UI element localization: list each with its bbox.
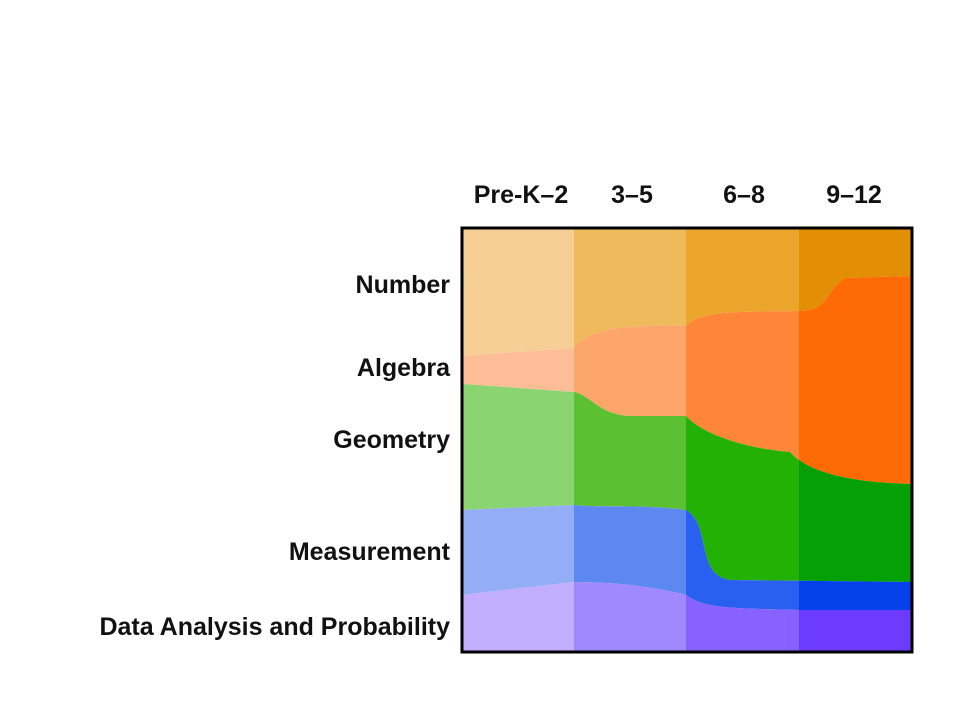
column-label-3-5: 3–5 xyxy=(611,181,653,209)
strand-band-measurement-grade-0 xyxy=(462,505,574,595)
row-label-data-analysis: Data Analysis and Probability xyxy=(99,613,450,641)
row-label-measurement: Measurement xyxy=(288,538,450,566)
diagram-frame xyxy=(460,226,914,654)
strand-band-measurement-grade-2 xyxy=(686,510,799,610)
column-label-9-12: 9–12 xyxy=(826,181,882,209)
strand-band-number-grade-2 xyxy=(686,228,799,326)
column-label-6-8: 6–8 xyxy=(723,181,765,209)
strand-band-geometry-grade-0 xyxy=(462,384,574,510)
strand-band-number xyxy=(462,228,912,356)
strand-bands xyxy=(462,228,912,652)
strand-band-geometry-grade-2 xyxy=(686,416,799,581)
strand-band-geometry xyxy=(462,384,912,582)
strand-band-measurement-grade-1 xyxy=(574,505,686,595)
strand-band-number-grade-0 xyxy=(462,228,574,356)
strand-band-number-grade-1 xyxy=(574,228,686,348)
strand-band-measurement-grade-3 xyxy=(799,580,912,610)
strand-band-geometry-grade-3 xyxy=(799,459,912,582)
row-label-number: Number xyxy=(355,271,450,299)
strand-band-algebra-grade-0 xyxy=(462,348,574,392)
strand-band-data-grade-2 xyxy=(686,595,799,652)
strand-band-data-grade-0 xyxy=(462,582,574,652)
strand-band-data-grade-1 xyxy=(574,582,686,652)
strand-band-geometry-grade-1 xyxy=(574,392,686,510)
row-label-geometry: Geometry xyxy=(333,426,450,454)
strand-band-data-grade-3 xyxy=(799,610,912,652)
strand-band-algebra-grade-1 xyxy=(574,325,686,416)
strand-band-number-grade-3 xyxy=(799,228,912,311)
strand-band-algebra-grade-3 xyxy=(799,276,912,484)
strand-band-data xyxy=(462,582,912,652)
column-label-prek-2: Pre-K–2 xyxy=(473,181,569,209)
row-label-algebra: Algebra xyxy=(356,354,450,382)
strand-band-algebra-grade-2 xyxy=(686,311,799,460)
strand-band-measurement xyxy=(462,505,912,610)
strand-band-algebra xyxy=(462,276,912,484)
